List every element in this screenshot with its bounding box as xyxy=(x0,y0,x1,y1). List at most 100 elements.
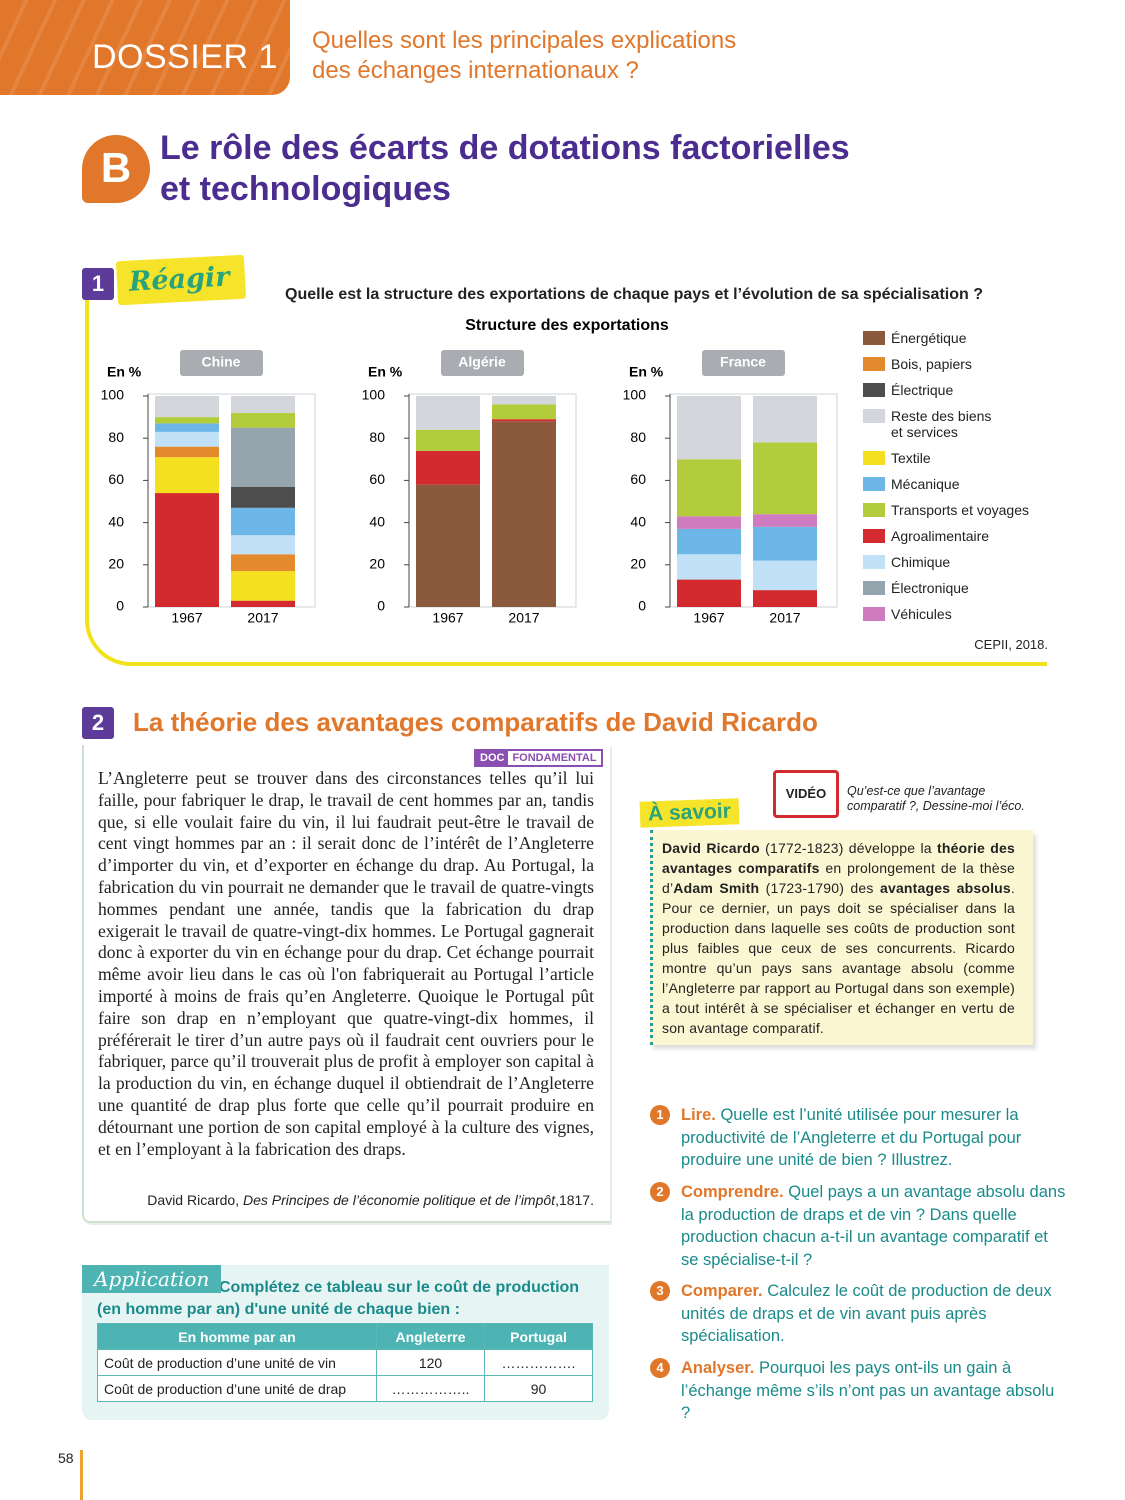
table: En homme par an Angleterre Portugal Coût d… xyxy=(97,1323,593,1402)
bar-segment xyxy=(677,459,741,517)
bar-segment xyxy=(677,579,741,607)
panel-label-box xyxy=(702,350,785,376)
question-number: 4 xyxy=(650,1358,670,1378)
legend-swatch xyxy=(863,581,885,595)
bar-segment xyxy=(416,396,480,430)
panel-label: Algérie xyxy=(458,354,506,370)
legend-item: Véhicules xyxy=(863,606,1043,622)
bar-segment xyxy=(753,396,817,443)
bar-segment xyxy=(231,396,295,413)
y-tick-label: 40 xyxy=(369,513,385,529)
source: CEPII, 2018. xyxy=(974,637,1048,652)
info-bold: avantages absolus xyxy=(879,880,1011,896)
info-run: (1723-1790) des xyxy=(759,880,880,896)
bar-segment xyxy=(753,526,817,561)
bar-segment xyxy=(492,396,556,405)
y-axis-label: En % xyxy=(629,364,664,380)
badge-label: FONDAMENTAL xyxy=(512,752,597,764)
legend-label: Textile xyxy=(891,450,931,466)
legend-item: Énergétique xyxy=(863,330,1043,346)
panel-label: France xyxy=(720,354,766,370)
x-tick-label: 2017 xyxy=(247,610,278,626)
question-number: 1 xyxy=(650,1105,670,1125)
page-bar xyxy=(80,1450,83,1500)
legend-swatch xyxy=(863,477,885,491)
y-tick-label: 80 xyxy=(108,429,124,445)
question: 3 Comparer. Calculez le coût de productio… xyxy=(650,1280,1066,1348)
legend-swatch xyxy=(863,357,885,371)
legend-label: Transports et voyages xyxy=(891,502,1029,518)
legend-item: Mécanique xyxy=(863,476,1043,492)
bar-segment xyxy=(416,450,480,485)
table-header: Portugal xyxy=(484,1323,593,1350)
y-tick-label: 40 xyxy=(108,513,124,529)
question: 4 Analyser. Pourquoi les pays ont-ils un … xyxy=(650,1357,1066,1425)
legend-label: Électrique xyxy=(891,382,954,398)
y-tick-label: 0 xyxy=(638,598,646,614)
doc-number: 2 xyxy=(82,707,114,739)
y-tick-label: 40 xyxy=(630,513,646,529)
table-header: Angleterre xyxy=(376,1323,485,1350)
doc-title: La théorie des avantages comparatifs de … xyxy=(133,707,818,737)
bar-segment xyxy=(231,535,295,555)
info-run: . Pour ce dernier, un pays doit se spéci… xyxy=(662,880,1016,1036)
video-caption: Qu’est-ce que l’avantage comparatif ?, D… xyxy=(847,784,1025,813)
chart-title: Structure des exportations xyxy=(465,317,669,334)
application-tag: Application xyxy=(82,1265,222,1293)
info-run: (1772-1823) développe la xyxy=(759,840,937,856)
info-bold: théorie des avantages comparatifs xyxy=(662,840,1015,876)
bar-segment xyxy=(492,421,556,607)
y-tick-label: 60 xyxy=(108,471,124,487)
quote-text: L’Angleterre peut se trouver dans des ci… xyxy=(98,768,594,1159)
question-text: Calculez le coût de production de deux u… xyxy=(681,1282,1052,1345)
legend-swatch xyxy=(863,607,885,621)
source: David Ricardo, Des Principes de l’économ… xyxy=(98,1192,594,1208)
badge-label: DOC xyxy=(476,751,509,765)
legend-swatch xyxy=(863,409,885,423)
question-text: Quelle est l’unité utilisée pour mesurer… xyxy=(681,1106,1022,1169)
question: 2 Comprendre. Quel pays a un avantage abs… xyxy=(650,1181,1066,1271)
legend-swatch xyxy=(863,503,885,517)
y-tick-label: 80 xyxy=(630,429,646,445)
y-tick-label: 60 xyxy=(369,471,385,487)
question-number: 3 xyxy=(650,1281,670,1301)
x-tick-label: 1967 xyxy=(693,610,724,626)
table-cell: Coût de production d’une unité de drap xyxy=(97,1375,377,1402)
info-title: À savoir xyxy=(639,798,740,828)
legend-label: Bois, papiers xyxy=(891,356,972,372)
legend-swatch xyxy=(863,555,885,569)
table-cell: ……………. xyxy=(484,1349,593,1376)
legend-swatch xyxy=(863,331,885,345)
y-tick-label: 100 xyxy=(362,387,386,403)
legend-label: Mécanique xyxy=(891,476,960,492)
bar-segment xyxy=(492,419,556,422)
y-tick-label: 0 xyxy=(116,598,124,614)
y-tick-label: 20 xyxy=(369,556,385,572)
y-axis-label: En % xyxy=(368,364,403,380)
dossier-tab: DOSSIER 1 xyxy=(0,0,290,95)
bar-segment xyxy=(753,442,817,515)
panel-label-box xyxy=(180,350,263,376)
doc-question: Quelle est la structure des exportations… xyxy=(285,286,983,303)
x-tick-label: 1967 xyxy=(171,610,202,626)
table-header: En homme par an xyxy=(97,1323,377,1350)
y-axis-label: En % xyxy=(107,364,142,380)
question-verb: Comprendre. xyxy=(681,1183,784,1201)
section-letter: B xyxy=(82,135,150,203)
legend-item: Chimique xyxy=(863,554,1043,570)
bar-segment xyxy=(155,431,219,447)
bar-segment xyxy=(677,516,741,529)
bar-segment xyxy=(231,427,295,487)
legend-item: Bois, papiers xyxy=(863,356,1043,372)
doc-number: 1 xyxy=(82,268,114,300)
dossier-label: DOSSIER 1 xyxy=(92,38,278,76)
video-button[interactable]: VIDÉO xyxy=(773,770,839,818)
source-work: Des Principes de l’économie politique et… xyxy=(243,1192,556,1208)
bar-segment xyxy=(155,417,219,424)
bar-segment xyxy=(753,514,817,527)
bar-segment xyxy=(155,446,219,458)
y-tick-label: 20 xyxy=(630,556,646,572)
x-tick-label: 1967 xyxy=(432,610,463,626)
question: 1 Lire. Quelle est l’unité utilisée pour … xyxy=(650,1104,1066,1172)
